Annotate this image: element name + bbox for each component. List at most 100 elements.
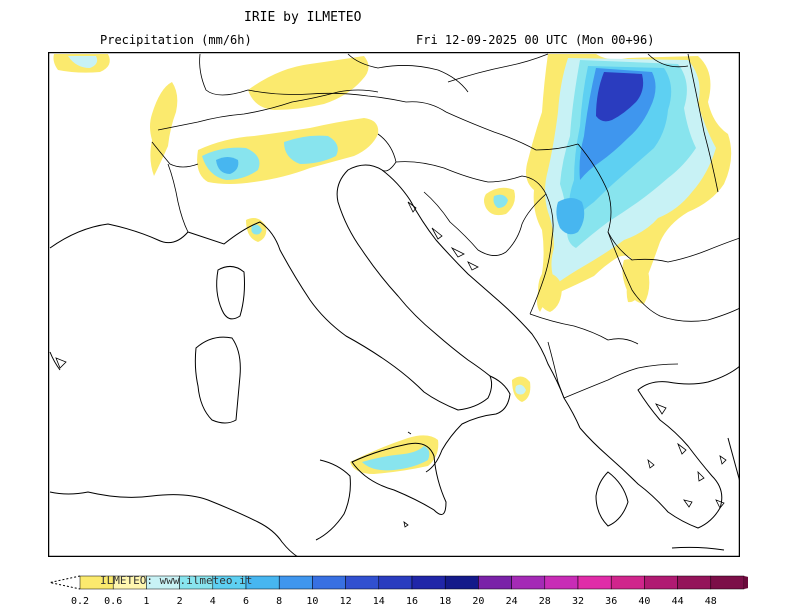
island-aeolian bbox=[407, 431, 412, 435]
island-greek-4 bbox=[683, 499, 693, 508]
legend-watermark: ILMETEO: www.ilmeteo.it bbox=[100, 574, 252, 587]
precip-layer bbox=[53, 54, 732, 474]
legend-color-box bbox=[278, 575, 313, 590]
coastline-sardinia bbox=[194, 336, 241, 424]
island-malta bbox=[403, 521, 409, 528]
coastline-sicily bbox=[351, 442, 447, 515]
legend-color-box bbox=[478, 575, 512, 590]
legend-label: 10 bbox=[306, 596, 318, 607]
legend-label: 14 bbox=[373, 596, 385, 607]
legend-color-box bbox=[577, 575, 612, 590]
border-greece-north bbox=[563, 363, 679, 399]
coastline-spain bbox=[49, 351, 61, 371]
precip-area-sicily-light bbox=[362, 446, 430, 471]
border-france-italy bbox=[167, 163, 189, 233]
precip-area-bosnia-light bbox=[493, 194, 508, 208]
border-serbia bbox=[529, 193, 554, 315]
border-switzerland bbox=[151, 141, 199, 168]
precip-legend: 0.2 0.6 1 2 4 6 8 10 12 14 16 18 20 24 28 32 36 40 44 48 IL… bbox=[49, 574, 748, 607]
border-bulgaria bbox=[607, 231, 740, 322]
precip-area-alps-light-2 bbox=[284, 135, 338, 164]
map-frame bbox=[48, 52, 740, 557]
legend-color-box bbox=[710, 575, 745, 590]
border-austria bbox=[247, 89, 447, 113]
island-greek-7 bbox=[715, 499, 725, 509]
border-bosnia bbox=[423, 191, 547, 256]
precip-area-greece-yellow bbox=[622, 259, 650, 304]
precip-area-albania-yellow bbox=[538, 273, 562, 312]
legend-label: 18 bbox=[439, 596, 451, 607]
legend-color-box bbox=[345, 575, 380, 590]
island-greek-3 bbox=[697, 470, 705, 482]
border-albania bbox=[547, 341, 565, 399]
coastline-italy-south bbox=[425, 375, 511, 473]
legend-label: 6 bbox=[243, 596, 249, 607]
legend-label: 36 bbox=[605, 596, 617, 607]
legend-color-box bbox=[677, 575, 712, 590]
legend-color-box bbox=[312, 575, 346, 590]
valid-time-label: Fri 12-09-2025 00 UTC (Mon 00+96) bbox=[416, 33, 655, 47]
precip-area-alps-top bbox=[248, 56, 369, 110]
precip-area-northeast-max bbox=[596, 72, 644, 122]
coastline-africa bbox=[49, 491, 299, 557]
island-dalmatian-3 bbox=[450, 246, 465, 258]
coastline-peloponnese bbox=[595, 471, 629, 527]
legend-label: 2 bbox=[177, 596, 183, 607]
legend-color-box bbox=[378, 575, 413, 590]
legend-label: 0.6 bbox=[104, 596, 122, 607]
coastline-layer bbox=[49, 164, 740, 557]
island-dalmatian-2 bbox=[431, 227, 443, 240]
border-slovenia bbox=[377, 133, 397, 172]
coastline-crete bbox=[671, 546, 725, 551]
border-germany bbox=[199, 53, 249, 96]
legend-color-box bbox=[610, 575, 645, 590]
legend-color-scale bbox=[49, 575, 748, 590]
legend-label: 20 bbox=[472, 596, 484, 607]
island-dalmatian-4 bbox=[467, 261, 479, 271]
legend-label: 32 bbox=[572, 596, 584, 607]
border-croatia bbox=[395, 161, 547, 195]
island-greek-2 bbox=[677, 442, 687, 455]
coastline-tunisia bbox=[315, 459, 351, 541]
legend-low-arrow bbox=[49, 575, 81, 590]
island-greek-5 bbox=[719, 455, 727, 465]
island-balearic bbox=[55, 357, 67, 369]
legend-color-box bbox=[444, 575, 479, 590]
map-title: IRIE by ILMETEO bbox=[244, 10, 362, 25]
legend-label: 40 bbox=[638, 596, 650, 607]
legend-high-arrow bbox=[744, 576, 748, 589]
island-greek-6 bbox=[647, 458, 655, 469]
legend-label: 16 bbox=[406, 596, 418, 607]
legend-labels: 0.2 0.6 1 2 4 6 8 10 12 14 16 18 20 24 28 32 36 40 44 48 bbox=[71, 596, 717, 607]
precip-area-ne-top-corner-light bbox=[68, 56, 98, 68]
border-macedonia bbox=[529, 313, 639, 345]
border-layer bbox=[151, 53, 740, 399]
coastline-italy bbox=[187, 164, 493, 411]
legend-label: 12 bbox=[340, 596, 352, 607]
precip-area-southeast-band bbox=[556, 198, 585, 235]
legend-color-box bbox=[544, 575, 579, 590]
legend-label: 4 bbox=[210, 596, 216, 607]
border-ukraine bbox=[647, 53, 689, 68]
coastline-corsica bbox=[216, 266, 245, 320]
legend-label: 0.2 bbox=[71, 596, 89, 607]
legend-label: 1 bbox=[143, 596, 149, 607]
legend-label: 24 bbox=[506, 596, 518, 607]
legend-label: 8 bbox=[276, 596, 282, 607]
legend-label: 44 bbox=[672, 596, 684, 607]
border-hungary bbox=[445, 111, 579, 151]
precip-area-taranto-light bbox=[515, 384, 526, 395]
legend-label: 48 bbox=[705, 596, 717, 607]
legend-color-box bbox=[411, 575, 446, 590]
coastline-turkey bbox=[727, 437, 740, 483]
border-alps bbox=[157, 89, 379, 131]
border-romania bbox=[577, 143, 740, 263]
border-slovakia bbox=[447, 53, 549, 83]
precip-area-alps-core bbox=[216, 157, 239, 174]
island-greek-1 bbox=[655, 403, 667, 415]
precipitation-map bbox=[48, 52, 740, 557]
coastline-france bbox=[49, 223, 189, 249]
variable-label: Precipitation (mm/6h) bbox=[100, 33, 252, 47]
legend-color-box bbox=[511, 575, 546, 590]
island-dalmatian-1 bbox=[407, 201, 417, 213]
